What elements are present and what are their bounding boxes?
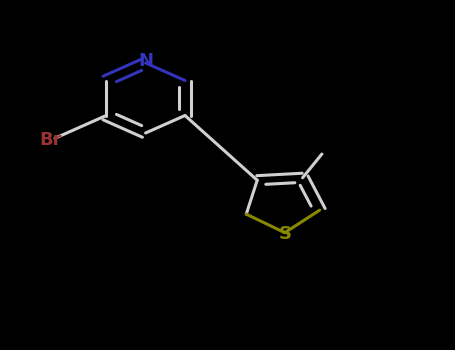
Text: N: N bbox=[138, 52, 153, 70]
Text: S: S bbox=[278, 225, 291, 244]
Text: Br: Br bbox=[40, 131, 62, 149]
